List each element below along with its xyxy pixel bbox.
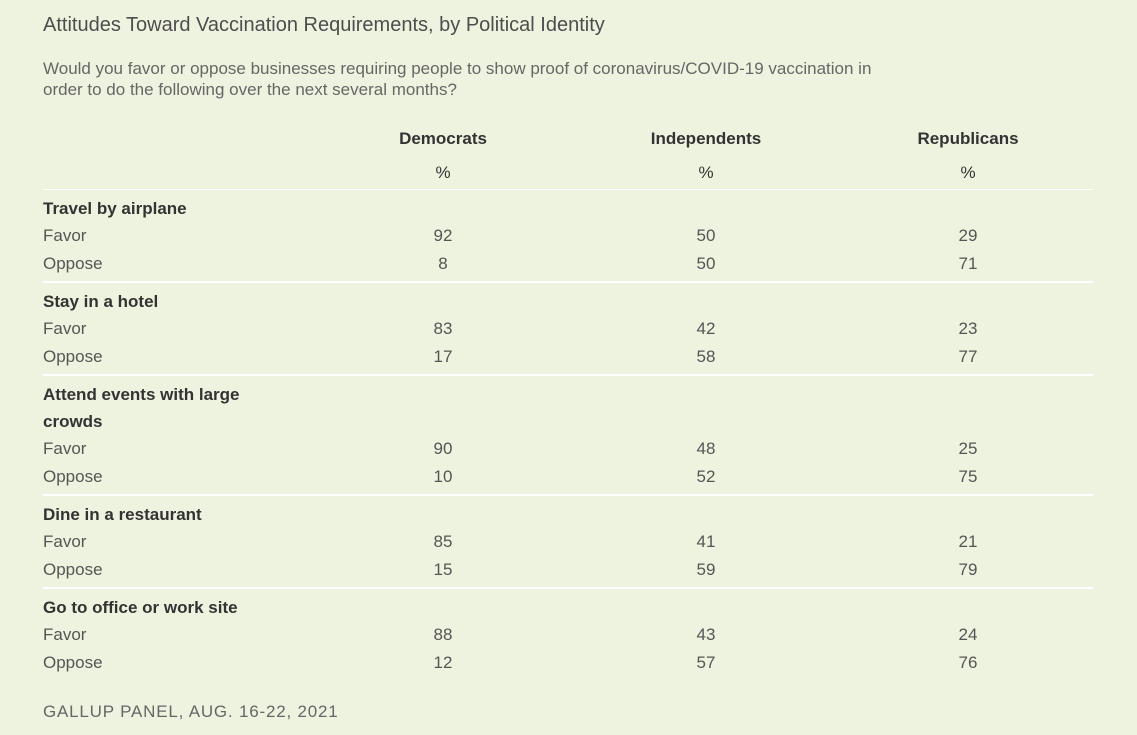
response-label: Oppose [43,652,103,672]
value-cell: 42 [696,319,716,338]
value-cell: 52 [696,466,716,486]
question-label: Travel by airplane [43,199,187,218]
value-cell: 21 [958,532,978,551]
question-label: Attend events with large crowds [43,385,240,431]
value-cell: 25 [958,439,978,458]
response-label: Favor [43,226,87,245]
unit-label: % [698,163,714,182]
value-cell: 10 [433,466,453,486]
value-cell: 75 [958,466,978,486]
chart-subtitle: Would you favor or oppose businesses req… [43,59,872,99]
value-cell: 50 [696,226,716,245]
question-label: Dine in a restaurant [43,505,202,524]
chart-title: Attitudes Toward Vaccination Requirement… [43,14,605,36]
value-cell: 23 [958,319,978,338]
column-header-democrats: Democrats [399,129,487,148]
response-label: Oppose [43,253,103,273]
response-label: Favor [43,319,87,338]
question-group: Travel by airplane Favor 92 50 29 Oppose 8 50 71 [43,190,1093,283]
value-cell: 12 [433,652,453,672]
value-cell: 77 [958,346,978,366]
value-cell: 29 [958,226,978,245]
question-group: Stay in a hotel Favor 83 42 23 Oppose 17 58 77 [43,283,1093,376]
table-row: Oppose 15 59 79 [43,556,1093,584]
table-body: Travel by airplane Favor 92 50 29 Oppose 8 50 71… [43,190,1093,680]
response-label: Oppose [43,559,103,579]
question-group: Go to office or work site Favor 88 43 24 Oppo… [43,589,1093,680]
column-header-row: Democrats Independents Republicans [43,125,1093,153]
response-label: Favor [43,625,87,644]
response-label: Favor [43,532,87,551]
value-cell: 17 [433,346,453,366]
table-row: Oppose 17 58 77 [43,343,1093,371]
unit-label: % [960,163,976,182]
value-cell: 50 [696,253,716,273]
table-row: Favor 85 41 21 [43,528,1093,556]
unit-row: % % % [43,159,1093,187]
value-cell: 8 [438,253,448,273]
table-row: Favor 83 42 23 [43,315,1093,343]
response-label: Oppose [43,346,103,366]
table-header: Democrats Independents Republicans % % % [43,125,1093,190]
value-cell: 24 [958,625,978,644]
value-cell: 58 [696,346,716,366]
source-note: GALLUP PANEL, AUG. 16-22, 2021 [43,702,339,721]
column-header-independents: Independents [650,129,762,148]
value-cell: 43 [696,625,716,644]
value-cell: 83 [433,319,453,338]
value-cell: 57 [696,652,716,672]
response-label: Oppose [43,466,103,486]
value-cell: 76 [958,652,978,672]
response-label: Favor [43,439,87,458]
table-row: Favor 88 43 24 [43,621,1093,649]
table-row: Favor 92 50 29 [43,222,1093,250]
value-cell: 15 [433,559,453,579]
value-cell: 79 [958,559,978,579]
unit-label: % [435,163,451,182]
question-label: Stay in a hotel [43,292,159,311]
value-cell: 71 [958,253,978,273]
value-cell: 41 [696,532,716,551]
results-table: Democrats Independents Republicans % % %… [43,125,1093,680]
value-cell: 88 [433,625,453,644]
table-row: Oppose 10 52 75 [43,463,1093,491]
value-cell: 59 [696,559,716,579]
question-group: Dine in a restaurant Favor 85 41 21 Oppose 15 5… [43,496,1093,589]
question-label: Go to office or work site [43,598,238,617]
column-header-republicans: Republicans [917,129,1019,148]
table-row: Oppose 8 50 71 [43,250,1093,278]
value-cell: 85 [433,532,453,551]
table-row: Oppose 12 57 76 [43,649,1093,677]
value-cell: 92 [433,226,453,245]
value-cell: 90 [433,439,453,458]
question-group: Attend events with large crowds Favor 90 48… [43,376,1093,496]
table-row: Favor 90 48 25 [43,435,1093,463]
value-cell: 48 [696,439,716,458]
